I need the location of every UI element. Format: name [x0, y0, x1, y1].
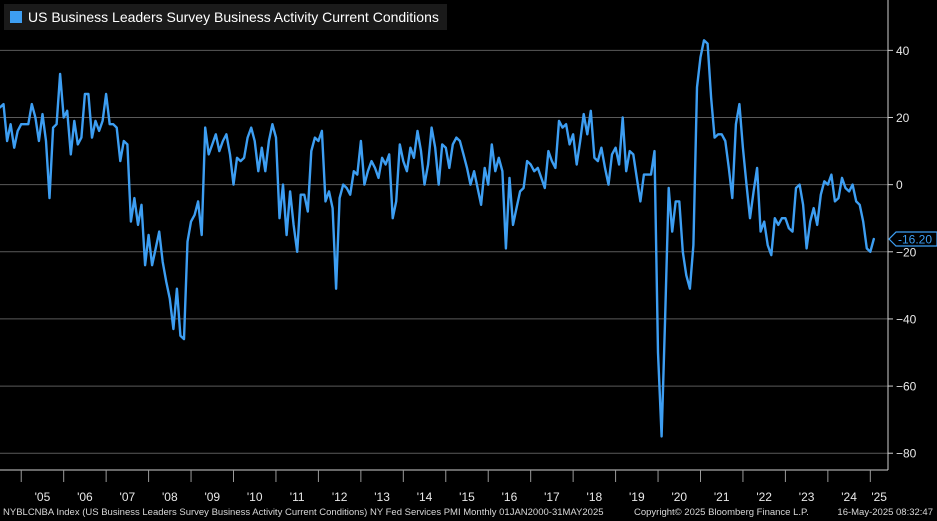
y-tick-label: −60	[896, 380, 917, 394]
x-tick-label: '18	[587, 490, 603, 504]
x-tick-label: '06	[77, 490, 93, 504]
y-tick-label: 20	[896, 111, 910, 125]
series-layer	[0, 39, 875, 438]
footer-timestamp: 16-May-2025 08:32:47	[837, 507, 933, 518]
legend: US Business Leaders Survey Business Acti…	[4, 4, 447, 30]
x-tick-label: '13	[374, 490, 390, 504]
x-tick-label: '22	[756, 490, 772, 504]
series-line	[0, 39, 875, 438]
x-tick-label: '17	[544, 490, 560, 504]
x-tick-label: '25	[871, 490, 887, 504]
y-tick-label: −40	[896, 312, 917, 326]
x-tick-label: '23	[799, 490, 815, 504]
grid-lines	[0, 49, 888, 454]
y-axis: 40 20 0 −20 −40 −60 −80	[887, 0, 917, 470]
last-value-marker: -16.20	[888, 231, 937, 247]
x-tick-label: '05	[35, 490, 51, 504]
x-tick-label: '12	[332, 490, 348, 504]
legend-swatch	[10, 11, 22, 23]
x-tick-label: '15	[459, 490, 475, 504]
x-tick-label: '24	[841, 490, 857, 504]
last-value-label: -16.20	[898, 233, 932, 247]
y-tick-label: −80	[896, 447, 917, 461]
footer: NYBLCNBA Index (US Business Leaders Surv…	[0, 505, 937, 521]
x-tick-label: '10	[247, 490, 263, 504]
y-tick-label: 0	[896, 178, 903, 192]
legend-label: US Business Leaders Survey Business Acti…	[28, 9, 439, 25]
x-tick-label: '19	[629, 490, 645, 504]
x-tick-label: '16	[502, 490, 518, 504]
x-tick-label: '09	[204, 490, 220, 504]
footer-copyright: Copyright© 2025 Bloomberg Finance L.P.	[634, 507, 809, 518]
y-tick-label: 40	[896, 44, 910, 58]
x-axis: '05 '06 '07 '08 '09 '10 '11 '12 '13 '14 '15 '16 '17 '…	[0, 469, 888, 504]
footer-source: NYBLCNBA Index (US Business Leaders Surv…	[3, 507, 604, 518]
x-tick-label: '20	[671, 490, 687, 504]
x-tick-label: '14	[417, 490, 433, 504]
x-tick-label: '08	[162, 490, 178, 504]
x-tick-label: '21	[714, 490, 730, 504]
x-tick-label: '11	[290, 490, 305, 504]
y-tick-label: −20	[896, 245, 917, 259]
last-value-tag	[888, 231, 937, 247]
x-tick-label: '07	[120, 490, 136, 504]
